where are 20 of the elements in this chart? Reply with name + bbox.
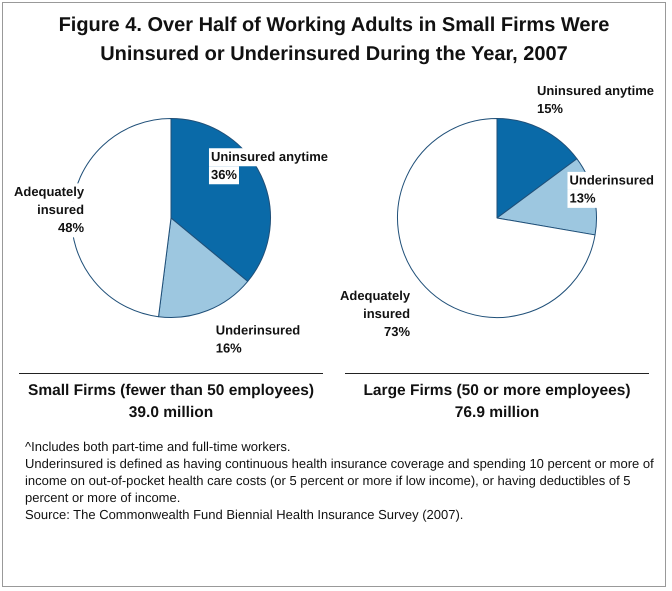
source-note: Source: The Commonwealth Fund Biennial Health Insurance Survey (2007).	[25, 506, 464, 523]
data-label: 16%	[216, 340, 242, 356]
text: Underinsured is defined as having continuous health insurance coverage and spending 10 percent or more of income on out-of-pocket health care costs (or 5 percent or more if low income), or having deductibles of 5 percent or more of income.	[25, 455, 655, 506]
text: 76.9 million	[454, 404, 540, 421]
text: Large Firms (50 or more employees)	[363, 382, 631, 399]
data-label: 48%	[58, 220, 84, 235]
data-label: 36%	[210, 166, 238, 182]
data-label: 73%	[384, 324, 410, 339]
slice-label: Underinsured	[216, 322, 300, 338]
slice-label: Uninsured anytime	[536, 83, 654, 98]
data-label: 13%	[569, 190, 596, 206]
slice-label: Uninsured anytime	[210, 148, 328, 164]
data-label: 15%	[536, 101, 564, 116]
text: ^Includes both part-time and full-time workers.	[25, 438, 292, 455]
text: Small Firms (fewer than 50 employees)	[28, 382, 314, 399]
chart-title: Figure 4. Over Half of Working Adults in Small Firms Were Uninsured or Underinsured During the Year, 2007	[58, 13, 610, 67]
slice-label: Adequately insured	[14, 184, 85, 217]
slice-label: Underinsured	[569, 172, 654, 188]
text: 39.0 million	[128, 404, 214, 421]
slice-label: Adequately insured	[340, 288, 411, 321]
